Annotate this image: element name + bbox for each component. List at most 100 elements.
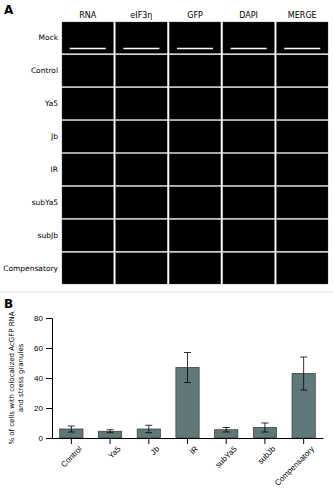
image-panel [116, 22, 167, 53]
scale-bar [123, 48, 159, 50]
image-panel [223, 154, 274, 185]
image-panel [223, 220, 274, 251]
image-panel [169, 121, 220, 152]
error-bar-cap [107, 432, 114, 433]
error-bar [145, 425, 152, 433]
image-panel [223, 88, 274, 119]
scale-bar [177, 48, 213, 50]
image-panel [116, 88, 167, 119]
y-tick-label: 80 [34, 314, 43, 323]
image-panel [223, 121, 274, 152]
image-panel [62, 253, 113, 284]
error-bar [261, 423, 268, 432]
y-tick-label: 20 [34, 404, 43, 413]
error-bar [68, 426, 75, 432]
row-label: subYa5 [32, 198, 59, 207]
error-bar-cap [261, 432, 268, 433]
error-bar-stem [187, 353, 188, 383]
y-tick: 60 [34, 344, 52, 353]
row-label: Ya5 [44, 99, 58, 108]
image-panel [277, 88, 328, 119]
separator [0, 292, 333, 293]
x-tick-mark [226, 438, 227, 444]
x-tick-label: IR [188, 444, 200, 456]
x-tick-label: Ya5 [107, 444, 123, 460]
error-bar-stem [148, 425, 149, 433]
y-axis-line [46, 319, 53, 439]
image-panel [62, 121, 113, 152]
y-tick: 0 [39, 434, 52, 443]
row-label: subJb [38, 231, 59, 240]
image-panel [62, 220, 113, 251]
image-panel [277, 55, 328, 86]
row-label: Jb [50, 132, 58, 141]
panel-label: A [4, 3, 14, 17]
image-panel [277, 220, 328, 251]
column-label: eIF3η [130, 11, 152, 20]
x-tick: Compensatory [273, 438, 316, 488]
image-panel [169, 154, 220, 185]
x-tick-label: Jb [149, 444, 162, 457]
error-bar-stem [71, 426, 72, 432]
image-panel [62, 55, 113, 86]
image-panel [169, 22, 220, 53]
error-bar [300, 357, 307, 390]
image-panel [116, 187, 167, 218]
column-label: MERGE [288, 11, 317, 20]
error-bar-cap [261, 423, 268, 424]
x-tick: Control [59, 438, 84, 469]
error-bar-cap [145, 425, 152, 426]
image-panel [116, 253, 167, 284]
y-tick-mark [46, 408, 52, 409]
y-tick: 80 [34, 314, 52, 323]
row-label: IR [51, 165, 58, 174]
y-tick-label: 60 [34, 344, 43, 353]
image-panel [223, 22, 274, 53]
error-bar [184, 353, 191, 383]
error-bar-stem [303, 357, 304, 390]
image-panel [169, 253, 220, 284]
x-tick: subJb [256, 438, 278, 466]
x-tick: Jb [149, 438, 162, 457]
panel-label: B [4, 297, 13, 311]
image-panel [223, 253, 274, 284]
y-axis-title-line: and stress granules [17, 343, 25, 412]
y-tick-mark [46, 378, 52, 379]
column-label: DAPI [239, 11, 258, 20]
scale-bar [284, 48, 320, 50]
x-tick-mark [187, 438, 188, 444]
image-panel [116, 220, 167, 251]
row-label: Mock [38, 33, 58, 42]
x-tick-label: Compensatory [273, 445, 316, 488]
row-label: Control [31, 66, 58, 75]
x-tick-mark [303, 438, 304, 444]
y-axis: 0 20 40 60 80 [34, 314, 52, 443]
y-axis-title-line: % of cells with colocalized AcGFP RNA [8, 311, 16, 444]
y-tick: 40 [34, 374, 52, 383]
y-tick: 20 [34, 404, 52, 413]
image-panel [277, 22, 328, 53]
y-tick-label: 40 [34, 374, 43, 383]
x-tick-label: subJb [256, 444, 278, 466]
image-panel [277, 154, 328, 185]
image-panel [116, 121, 167, 152]
x-tick-mark [110, 438, 111, 444]
y-tick-mark [46, 348, 52, 349]
x-tick-mark [71, 438, 72, 444]
x-tick: Ya5 [107, 438, 123, 461]
x-axis: ControlYa5JbIRsubYa5subJbCompensatory [53, 438, 324, 488]
error-bar-stem [264, 423, 265, 432]
figure: RNAeIF3ηGFPDAPIMERGEMockControlYa5JbIRsu… [0, 0, 333, 500]
plot-area [60, 353, 316, 439]
error-bar-stem [110, 430, 111, 433]
y-tick-label: 0 [39, 434, 44, 443]
image-panel [223, 55, 274, 86]
error-bar-cap [184, 352, 191, 353]
error-bar-cap [68, 432, 75, 433]
y-axis-title: % of cells with colocalized AcGFP RNAand… [8, 311, 25, 444]
error-bar-cap [184, 382, 191, 383]
image-panel [223, 187, 274, 218]
error-bar-cap [107, 429, 114, 430]
x-tick: IR [188, 438, 201, 457]
error-bar-cap [223, 427, 230, 428]
